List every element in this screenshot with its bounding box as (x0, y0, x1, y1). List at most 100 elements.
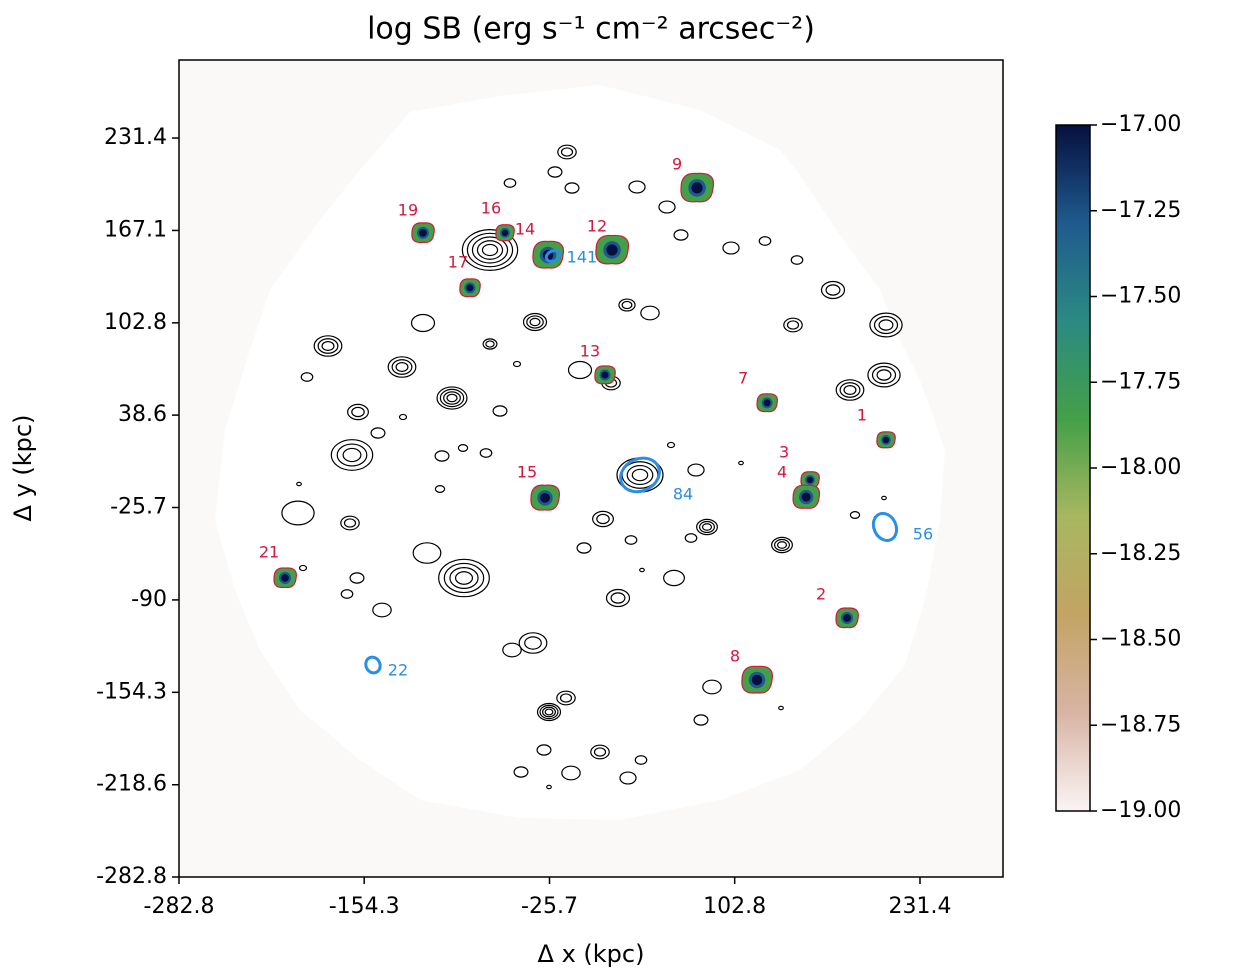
contour (476, 240, 504, 260)
contour (634, 755, 648, 765)
contour (867, 362, 901, 388)
contour (567, 360, 593, 380)
contour (684, 533, 698, 543)
contour (330, 439, 374, 471)
aperture-label: 22 (388, 661, 408, 680)
x-axis-label: Δ x (kpc) (538, 940, 645, 968)
contour (536, 702, 562, 722)
y-axis-label: Δ y (kpc) (9, 415, 37, 522)
contour (790, 255, 804, 265)
contour (395, 362, 409, 372)
contour (446, 393, 458, 403)
contour (296, 481, 302, 487)
colorbar-tick-label: −18.50 (1100, 627, 1181, 652)
contour (666, 441, 676, 449)
contour (503, 178, 517, 188)
contour (502, 642, 522, 658)
source: 17 (448, 252, 481, 298)
contour (479, 448, 493, 458)
colorbar-tick-label: −17.75 (1100, 369, 1181, 394)
aperture-label: 84 (673, 484, 693, 503)
x-tick-label: -282.8 (144, 894, 215, 919)
contour (412, 542, 442, 564)
contour (522, 312, 548, 332)
contour (878, 319, 894, 331)
source-peak (540, 492, 550, 503)
aperture (871, 511, 899, 542)
contour (529, 317, 541, 327)
source-peak (801, 492, 811, 502)
contour-layer (281, 144, 903, 790)
contour (557, 144, 577, 160)
contour (449, 567, 479, 589)
contour (693, 714, 709, 726)
source-peak (601, 371, 609, 379)
colorbar-tick-label: −17.00 (1100, 112, 1181, 137)
source-peak (882, 436, 890, 444)
contour (778, 705, 784, 711)
y-tick-label: 231.4 (104, 125, 167, 150)
contour (820, 280, 846, 300)
contour (485, 340, 495, 348)
contour (825, 284, 841, 296)
source-label: 15 (517, 462, 537, 481)
source: 1 (857, 405, 896, 449)
contour (881, 495, 887, 501)
plot-frame (178, 59, 1004, 878)
contour (436, 386, 468, 410)
y-tick-label: -218.6 (96, 772, 167, 797)
contour (343, 518, 357, 528)
source-peak (691, 182, 703, 194)
colorbar-tick-label: −18.75 (1100, 712, 1181, 737)
source-label: 7 (738, 368, 748, 387)
contour (561, 765, 581, 781)
source: 2 (816, 585, 859, 629)
contour (701, 523, 713, 531)
aperture (619, 456, 661, 494)
source-label: 13 (580, 342, 600, 361)
source-label: 8 (730, 646, 740, 665)
contour (663, 569, 685, 587)
contour (457, 444, 469, 453)
contour (869, 312, 903, 338)
contour (342, 447, 362, 463)
contour (336, 443, 368, 467)
source-peak (763, 399, 771, 407)
source: 3 (779, 442, 820, 489)
contour (640, 305, 660, 321)
contour (340, 589, 354, 599)
y-tick-label: 167.1 (104, 217, 167, 242)
contour (673, 229, 689, 241)
colorbar-tick-label: −17.50 (1100, 284, 1181, 309)
contour (461, 229, 519, 272)
source-peak (843, 614, 851, 622)
contour (391, 359, 413, 375)
contour (839, 382, 861, 398)
y-tick-label: 38.6 (118, 402, 167, 427)
source-label: 2 (816, 585, 826, 604)
contour (843, 385, 857, 395)
contour (513, 766, 529, 778)
contour (542, 706, 556, 718)
contour (771, 536, 793, 554)
contour (605, 588, 631, 608)
contour (722, 241, 740, 255)
contour (596, 513, 610, 525)
contour (298, 564, 308, 572)
source: 16 (481, 198, 515, 242)
aperture-label: 56 (913, 524, 933, 543)
contour (512, 360, 522, 368)
y-tick-label: -90 (131, 587, 167, 612)
y-tick-label: -154.3 (96, 679, 167, 704)
field-footprint (215, 85, 945, 820)
x-tick-label: -154.3 (329, 894, 400, 919)
contour (621, 300, 633, 310)
contour (466, 232, 514, 268)
colorbar (1055, 124, 1091, 812)
contour (547, 166, 563, 178)
source-label: 1 (857, 405, 867, 424)
contour (313, 335, 343, 357)
contour (340, 515, 360, 531)
source: 13 (580, 342, 616, 385)
contour (281, 500, 315, 526)
